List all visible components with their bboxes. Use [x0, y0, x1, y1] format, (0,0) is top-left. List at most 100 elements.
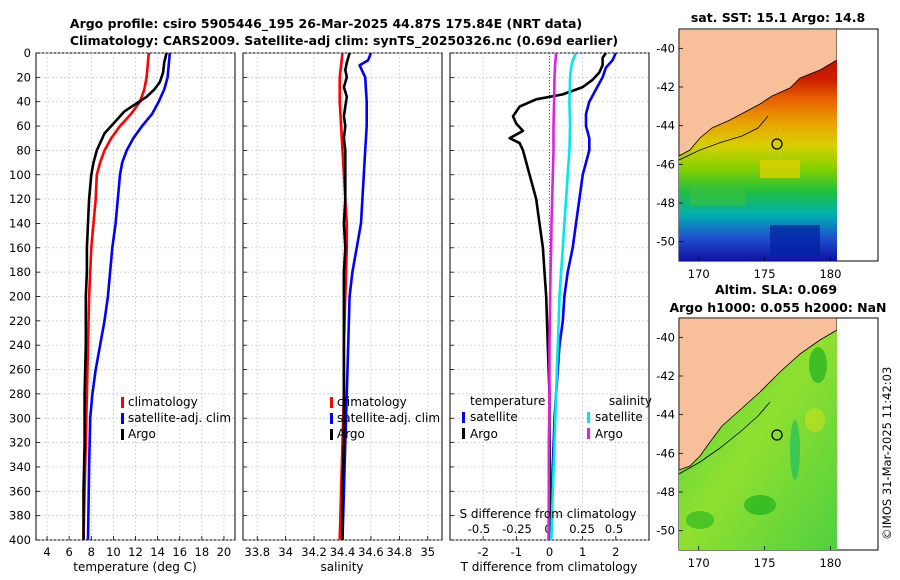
- s-diff-tick-label: 0.5: [605, 522, 623, 536]
- map-y-tick-label: -40: [656, 41, 675, 55]
- y-tick-label: 80: [16, 143, 31, 157]
- x-tick-label: 34.4: [330, 545, 356, 559]
- sst-longitude-tick-labels: 170 175 180: [688, 257, 841, 281]
- x-tick-label: 4: [43, 545, 50, 559]
- y-tick-label: 240: [9, 338, 31, 352]
- temperature-series: [82, 52, 172, 541]
- series-line-argo: [82, 52, 168, 540]
- map-y-tick-label: -48: [656, 196, 675, 210]
- imos-timestamp: ©IMOS 31-Mar-2025 11:42:03: [880, 367, 894, 540]
- map-x-tick-label: 180: [819, 556, 841, 570]
- coastline-south: [679, 401, 771, 475]
- sla-latitude-tick-labels: -40 -42 -44 -46 -48 -50: [656, 330, 683, 538]
- y-tick-label: 160: [9, 241, 31, 255]
- difference-panel: -2 -1 0 1 2 -0.5 -0.25 0 0.25 0.5 S difference f…: [449, 52, 652, 574]
- figure-title-line2: Climatology: CARS2009. Satellite-adj cli…: [70, 33, 618, 49]
- x-tick-label: 6: [66, 545, 73, 559]
- map-y-tick-label: -50: [656, 235, 675, 249]
- legend-label-t-argo: Argo: [470, 427, 498, 441]
- sla-eddy: [809, 347, 827, 383]
- legend-label-climatology: climatology: [337, 395, 407, 409]
- y-tick-label: 280: [9, 387, 31, 401]
- y-tick-label: 40: [16, 95, 31, 109]
- y-tick-label: 360: [9, 484, 31, 498]
- y-tick-label: 300: [9, 411, 31, 425]
- map-x-tick-label: 170: [688, 556, 710, 570]
- map-x-tick-label: 175: [754, 556, 776, 570]
- y-tick-label: 260: [9, 363, 31, 377]
- legend-swatch-argo: [121, 429, 124, 440]
- argo-location-marker: [771, 429, 783, 441]
- legend-swatch-satellite: [121, 413, 124, 424]
- t-difference-tick-labels: -2 -1 0 1 2: [477, 545, 619, 559]
- x-tick-label: -1: [511, 545, 522, 559]
- legend-swatch-t-argo: [462, 428, 465, 439]
- sla-map-title-line1: Altim. SLA: 0.069: [715, 282, 837, 297]
- legend-swatch-t-satellite: [462, 412, 465, 423]
- map-y-tick-label: -42: [656, 369, 675, 383]
- series-line-s-argo: [547, 52, 558, 541]
- temperature-legend: climatology satellite-adj. clim Argo: [121, 395, 231, 441]
- map-y-tick-label: -50: [656, 524, 675, 538]
- map-y-tick-label: -46: [656, 446, 675, 460]
- sst-patch: [770, 225, 820, 255]
- series-line-s-satellite: [549, 52, 578, 541]
- salinity-tick-labels: 33.8 34 34.2 34.4 34.6 34.8 35: [244, 545, 435, 559]
- legend-swatch-climatology: [121, 397, 124, 408]
- legend-label-s-satellite: satellite: [595, 410, 643, 424]
- s-difference-axis-label: S difference from climatology: [460, 507, 637, 521]
- y-tick-label: 180: [9, 265, 31, 279]
- difference-legend: temperature satellite Argo salinity sate…: [462, 394, 652, 441]
- legend-label-climatology: climatology: [128, 395, 198, 409]
- x-tick-label: 33.8: [244, 545, 270, 559]
- map-x-tick-label: 180: [819, 267, 841, 281]
- map-y-tick-label: -40: [656, 330, 675, 344]
- x-tick-label: 35: [420, 545, 435, 559]
- y-tick-label: 0: [24, 46, 31, 60]
- x-tick-label: 14: [150, 545, 165, 559]
- y-tick-label: 140: [9, 216, 31, 230]
- salinity-panel: 33.8 34 34.2 34.4 34.6 34.8 35 salinity climat…: [242, 52, 443, 574]
- x-tick-label: 34.6: [358, 545, 384, 559]
- legend-title-temperature: temperature: [470, 394, 545, 408]
- sla-eddy: [744, 495, 776, 515]
- x-tick-label: 2: [612, 545, 619, 559]
- legend-label-t-satellite: satellite: [470, 410, 518, 424]
- legend-title-salinity: salinity: [609, 394, 652, 408]
- y-tick-label: 100: [9, 168, 31, 182]
- y-tick-label: 220: [9, 314, 31, 328]
- legend-label-satellite: satellite-adj. clim: [337, 411, 440, 425]
- s-diff-tick-label: -0.25: [502, 522, 532, 536]
- map-y-tick-label: -42: [656, 80, 675, 94]
- legend-label-s-argo: Argo: [595, 427, 623, 441]
- y-tick-label: 340: [9, 460, 31, 474]
- argo-location-marker: [771, 138, 783, 150]
- x-tick-label: 34: [278, 545, 293, 559]
- map-x-tick-label: 170: [688, 267, 710, 281]
- legend-label-argo: Argo: [337, 427, 365, 441]
- x-tick-label: 10: [106, 545, 121, 559]
- sla-longitude-tick-labels: 170 175 180: [688, 546, 841, 570]
- sla-map-title-line2: Argo h1000: 0.055 h2000: NaN: [669, 300, 886, 315]
- legend-swatch-climatology: [330, 397, 333, 408]
- s-diff-tick-label: 0.25: [569, 522, 595, 536]
- s-diff-tick-label: -0.5: [468, 522, 490, 536]
- legend-label-satellite: satellite-adj. clim: [128, 411, 231, 425]
- sst-patch: [690, 185, 745, 205]
- map-y-tick-label: -48: [656, 485, 675, 499]
- map-y-tick-label: -46: [656, 157, 675, 171]
- x-tick-label: 18: [195, 545, 210, 559]
- x-tick-label: 0: [546, 545, 553, 559]
- sla-map-panel: Altim. SLA: 0.069 Argo h1000: 0.055 h200…: [656, 282, 886, 570]
- y-tick-label: 60: [16, 119, 31, 133]
- figure-title-line1: Argo profile: csiro 5905446_195 26-Mar-2…: [70, 16, 582, 32]
- temperature-grid: [36, 52, 235, 541]
- x-tick-label: 34.2: [301, 545, 327, 559]
- x-tick-label: 34.8: [387, 545, 413, 559]
- x-tick-label: 20: [217, 545, 232, 559]
- series-line-climatology: [82, 52, 151, 541]
- y-tick-label: 200: [9, 290, 31, 304]
- y-tick-label: 20: [16, 70, 31, 84]
- x-tick-label: 12: [128, 545, 143, 559]
